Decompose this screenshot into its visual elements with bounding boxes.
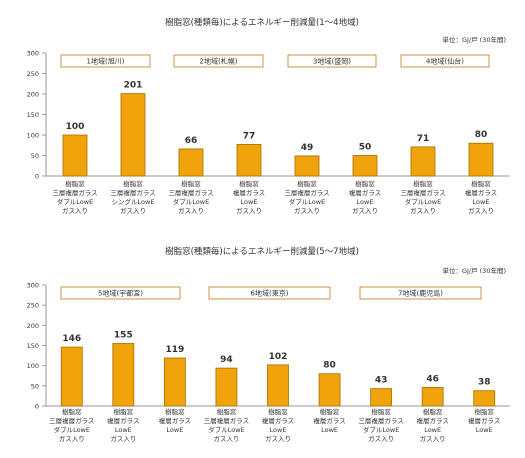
category-label: 樹脂窓複層ガラス LowE ガス入り [349, 179, 381, 215]
y-tick-label: 150 [27, 342, 39, 350]
category-label: 樹脂窓三層複層ガラスダブルLowE ガス入り [204, 407, 249, 443]
y-tick-label: 250 [27, 302, 39, 310]
bar [421, 387, 444, 407]
category-label: 樹脂窓三層複層ガラスシングルLowE ガス入り [110, 179, 155, 215]
category-label: 樹脂窓複層ガラス LowE ガス入り [233, 179, 265, 215]
y-tick-label: 0 [35, 403, 39, 411]
y-tick-label: 100 [27, 132, 39, 140]
category-label: 樹脂窓複層ガラス LowE ガス入り [465, 179, 497, 215]
bar-value-label: 119 [165, 345, 184, 355]
category-label: 樹脂窓複層ガラス LowE [313, 407, 345, 434]
y-tick-label: 100 [27, 362, 39, 370]
region-box [287, 54, 377, 68]
bar [352, 155, 378, 177]
category-label: 樹脂窓複層ガラス LowE ガス入り [416, 407, 448, 443]
y-tick-label: 50 [31, 382, 39, 390]
region-label: 3地域(盛岡) [313, 57, 351, 66]
bar-value-label: 80 [475, 130, 488, 140]
category-label: 樹脂窓複層ガラス LowE [468, 407, 500, 434]
bar-value-label: 201 [124, 81, 143, 91]
region-label: 6地域(東京) [251, 289, 289, 298]
category-label: 樹脂窓三層複層ガラスダブルLowE ガス入り [52, 179, 97, 215]
bar [62, 134, 88, 177]
bar-chart-2: 樹脂窓(種類毎)によるエネルギー削減量(5～7地域) 単位：GJ/戸 (30年間)… [27, 246, 510, 443]
unit-label: 単位：GJ/戸 (30年間) [442, 266, 506, 275]
y-tick-label: 150 [27, 111, 39, 119]
bar [468, 142, 494, 177]
category-label: 樹脂窓三層複層ガラスダブルLowE ガス入り [400, 179, 445, 215]
region-box [359, 286, 482, 300]
bar-value-label: 100 [66, 122, 85, 132]
region-label: 2地域(札幌) [200, 57, 238, 66]
category-label: 樹脂窓三層複層ガラスダブルLowE ガス入り [358, 407, 403, 443]
category-label: 樹脂窓複層ガラス LowE ガス入り [107, 407, 139, 443]
category-label: 樹脂窓三層複層ガラスダブルLowE ガス入り [284, 179, 329, 215]
bar-value-label: 43 [375, 376, 388, 386]
chart-title: 樹脂窓(種類毎)によるエネルギー削減量(5～7地域) [165, 246, 359, 257]
bar [215, 367, 238, 407]
y-tick-label: 300 [27, 50, 39, 58]
bar [370, 388, 393, 407]
bar-value-label: 71 [417, 134, 430, 144]
bar [267, 364, 289, 407]
bar [294, 155, 320, 177]
bar-value-label: 102 [269, 352, 288, 362]
bar [178, 148, 204, 177]
region-box [173, 54, 264, 68]
bar [112, 343, 135, 407]
y-tick-label: 0 [35, 173, 39, 181]
region-box [208, 286, 331, 300]
bar [318, 373, 341, 407]
category-label: 樹脂窓三層複層ガラスダブルLowE ガス入り [168, 179, 213, 215]
y-tick-label: 250 [27, 70, 39, 78]
category-label: 樹脂窓三層複層ガラスダブルLowE ガス入り [49, 407, 94, 443]
y-tick-label: 300 [27, 282, 39, 290]
region-label: 4地域(仙台) [426, 57, 464, 66]
bar [163, 357, 186, 407]
bar [410, 146, 436, 177]
region-label: 1地域(旭川) [87, 57, 125, 66]
category-label: 樹脂窓複層ガラス LowE ガス入り [262, 407, 294, 443]
bar-value-label: 94 [220, 355, 233, 365]
region-label: 5地域(宇都宮) [98, 289, 143, 298]
bar-value-label: 155 [114, 330, 133, 340]
unit-label: 単位：GJ/戸 (30年間) [442, 35, 506, 44]
chart-title: 樹脂窓(種類毎)によるエネルギー削減量(1～4地域) [165, 17, 359, 28]
y-tick-label: 200 [27, 322, 39, 330]
region-box [60, 54, 151, 68]
bar-value-label: 38 [478, 378, 491, 388]
bar-value-label: 66 [185, 136, 198, 146]
bar-value-label: 146 [62, 334, 81, 344]
y-tick-label: 200 [27, 91, 39, 99]
bar [236, 144, 262, 177]
region-label: 7地域(鹿児島) [398, 289, 443, 298]
region-box [60, 286, 181, 300]
bar-value-label: 80 [323, 361, 336, 371]
bar-value-label: 46 [426, 374, 439, 384]
bar-value-label: 50 [359, 143, 372, 153]
bar [473, 390, 496, 407]
bar [120, 93, 146, 177]
bar-value-label: 77 [243, 131, 256, 141]
category-label: 樹脂窓複層ガラス LowE [159, 407, 191, 434]
bar [60, 346, 83, 407]
y-tick-label: 50 [31, 152, 39, 160]
region-box [400, 54, 490, 68]
bar-value-label: 49 [301, 143, 314, 153]
bar-chart-1: 樹脂窓(種類毎)によるエネルギー削減量(1～4地域) 単位：GJ/戸 (30年間)… [27, 17, 510, 215]
